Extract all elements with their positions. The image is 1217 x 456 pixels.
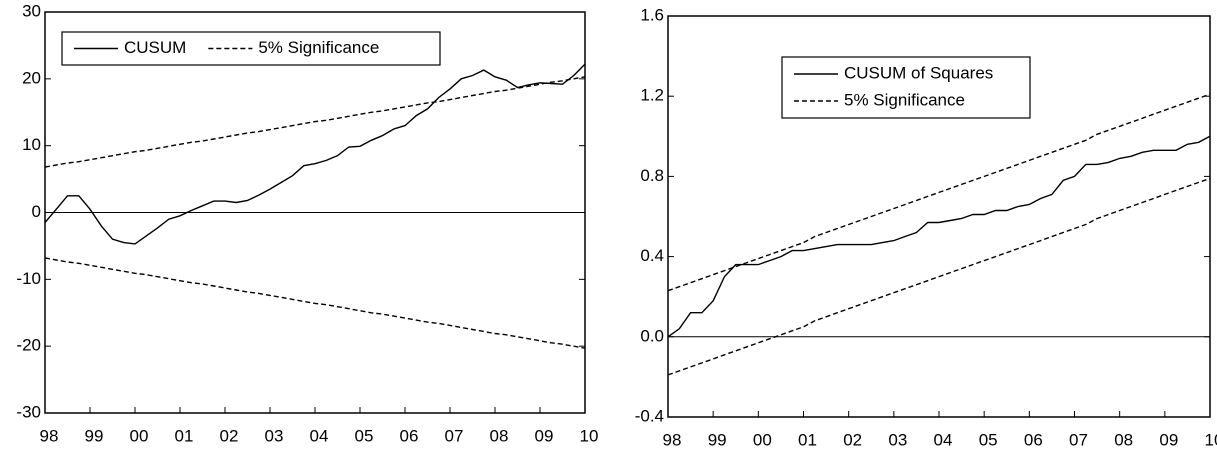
x-tick-label: 04 xyxy=(310,426,329,445)
y-tick-label: -0.4 xyxy=(635,406,664,425)
legend-box xyxy=(61,31,441,66)
x-tick-label: 06 xyxy=(400,426,419,445)
y-tick-label: 1.2 xyxy=(640,86,664,105)
y-tick-label: 30 xyxy=(22,1,41,20)
y-tick-label: 0.4 xyxy=(640,246,664,265)
series-line xyxy=(667,135,1211,338)
y-tick-label: 10 xyxy=(22,135,41,154)
x-tick-label: 10 xyxy=(1205,430,1217,449)
x-tick-label: 02 xyxy=(220,426,239,445)
series-line xyxy=(44,63,586,245)
x-tick-label: 09 xyxy=(535,426,554,445)
y-tick-label: 0.0 xyxy=(640,326,664,345)
legend-label: CUSUM of Squares xyxy=(844,63,993,82)
x-tick-label: 00 xyxy=(130,426,149,445)
x-tick-label: 10 xyxy=(580,426,599,445)
legend-label: 5% Significance xyxy=(258,38,379,57)
x-tick-label: 01 xyxy=(798,430,817,449)
series-line xyxy=(44,76,586,168)
x-tick-label: 98 xyxy=(663,430,682,449)
x-tick-label: 99 xyxy=(708,430,727,449)
x-tick-label: 07 xyxy=(1069,430,1088,449)
legend-box xyxy=(781,56,1031,119)
x-tick-label: 98 xyxy=(40,426,59,445)
y-tick-label: 0.8 xyxy=(640,166,664,185)
x-tick-label: 03 xyxy=(888,430,907,449)
x-tick-label: 08 xyxy=(490,426,509,445)
legend-label: 5% Significance xyxy=(844,90,965,109)
x-tick-label: 06 xyxy=(1024,430,1043,449)
series-line xyxy=(667,177,1211,376)
series-line xyxy=(44,257,586,349)
y-tick-label: 20 xyxy=(22,68,41,87)
x-tick-label: 05 xyxy=(355,426,374,445)
legend-label: CUSUM xyxy=(124,38,186,57)
x-tick-label: 01 xyxy=(175,426,194,445)
y-tick-label: 1.6 xyxy=(640,5,664,24)
x-tick-label: 02 xyxy=(843,430,862,449)
x-tick-label: 08 xyxy=(1114,430,1133,449)
x-tick-label: 05 xyxy=(979,430,998,449)
y-tick-label: -10 xyxy=(16,269,41,288)
x-tick-label: 00 xyxy=(753,430,772,449)
x-tick-label: 09 xyxy=(1159,430,1178,449)
x-tick-label: 99 xyxy=(85,426,104,445)
y-tick-label: -30 xyxy=(16,402,41,421)
x-tick-label: 03 xyxy=(265,426,284,445)
x-tick-label: 04 xyxy=(934,430,953,449)
series-line xyxy=(667,93,1211,292)
y-tick-label: 0 xyxy=(32,202,41,221)
x-tick-label: 07 xyxy=(445,426,464,445)
y-tick-label: -20 xyxy=(16,336,41,355)
